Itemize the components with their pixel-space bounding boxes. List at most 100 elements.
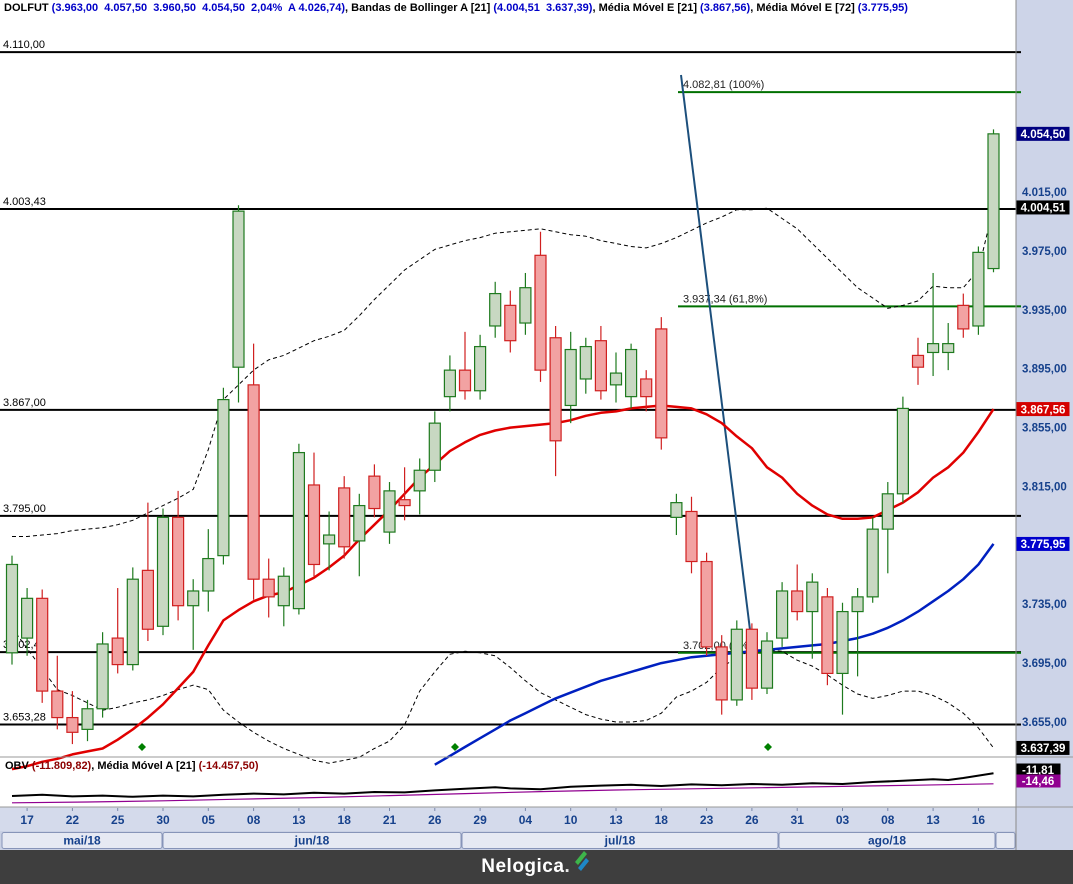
candle[interactable] xyxy=(534,231,547,382)
candle[interactable] xyxy=(594,325,608,400)
candle[interactable] xyxy=(745,623,759,700)
candle[interactable] xyxy=(942,323,955,371)
obv-line[interactable] xyxy=(11,772,994,798)
main-chart-canvas[interactable]: 4.110,004.003,433.867,003.795,003.702,44… xyxy=(0,0,1073,850)
candle[interactable] xyxy=(21,588,34,656)
candle[interactable] xyxy=(760,632,774,695)
price-axis-tick-label: 3.735,00 xyxy=(1022,599,1067,611)
price-axis-column[interactable] xyxy=(1016,0,1073,850)
candle[interactable] xyxy=(911,337,925,385)
candle[interactable] xyxy=(579,337,592,394)
candle[interactable] xyxy=(806,573,819,659)
ema72-line[interactable] xyxy=(434,543,995,766)
candle[interactable] xyxy=(247,343,260,600)
candle[interactable] xyxy=(881,482,894,574)
candle[interactable] xyxy=(670,493,683,536)
candle[interactable] xyxy=(791,564,804,621)
candle[interactable] xyxy=(217,387,230,565)
candle[interactable] xyxy=(66,691,79,745)
candle[interactable] xyxy=(775,582,789,647)
candle-body xyxy=(307,484,321,566)
month-bar-button[interactable] xyxy=(778,832,996,849)
obv-ma-value: (-14.457,50) xyxy=(195,760,259,772)
candle-body xyxy=(670,502,683,518)
candle[interactable] xyxy=(353,493,366,577)
candle-body xyxy=(232,210,245,368)
candle[interactable] xyxy=(141,502,154,642)
candle[interactable] xyxy=(685,496,698,574)
candle[interactable] xyxy=(156,508,170,636)
candle[interactable] xyxy=(926,272,940,377)
candle[interactable] xyxy=(323,511,336,571)
candle[interactable] xyxy=(368,464,381,518)
candle[interactable] xyxy=(564,331,577,424)
candle[interactable] xyxy=(338,476,351,559)
candle-body xyxy=(987,133,1000,270)
candle[interactable] xyxy=(126,567,139,671)
candle[interactable] xyxy=(519,272,532,335)
candle[interactable] xyxy=(851,588,864,677)
candle[interactable] xyxy=(474,334,487,400)
month-bar-button[interactable] xyxy=(1,832,163,849)
candle[interactable] xyxy=(202,529,215,612)
candle[interactable] xyxy=(489,281,502,338)
candle[interactable] xyxy=(81,699,94,742)
candle[interactable] xyxy=(277,567,290,627)
candle[interactable] xyxy=(383,482,396,544)
candle[interactable] xyxy=(715,635,728,715)
candle[interactable] xyxy=(458,331,472,400)
candle[interactable] xyxy=(836,602,849,715)
candle[interactable] xyxy=(640,370,653,412)
month-bar-button[interactable] xyxy=(995,832,1016,849)
month-bar-label: ago/18 xyxy=(868,834,906,848)
candle-body xyxy=(96,643,109,710)
candle[interactable] xyxy=(262,558,275,618)
obv-ma-line[interactable] xyxy=(11,783,994,804)
candle[interactable] xyxy=(866,517,879,603)
candle[interactable] xyxy=(51,655,64,730)
candle[interactable] xyxy=(96,632,109,718)
candle[interactable] xyxy=(504,290,517,353)
candle[interactable] xyxy=(987,129,1000,273)
month-bar-button[interactable] xyxy=(461,832,779,849)
day-tick-label: 26 xyxy=(428,813,442,827)
candle[interactable] xyxy=(187,579,200,650)
candle-body xyxy=(81,708,94,730)
candle[interactable] xyxy=(232,205,245,403)
candle[interactable] xyxy=(730,620,743,706)
fibonacci-trendline[interactable] xyxy=(680,74,755,663)
candle[interactable] xyxy=(172,490,185,621)
month-bar-button[interactable] xyxy=(162,832,462,849)
candle[interactable] xyxy=(111,588,124,674)
candle[interactable] xyxy=(398,467,411,521)
bollinger-upper-band[interactable] xyxy=(12,207,994,537)
candle[interactable] xyxy=(549,325,562,477)
price-axis-tick-label: 3.935,00 xyxy=(1022,305,1067,317)
candle[interactable] xyxy=(655,317,668,450)
month-bar-label: jul/18 xyxy=(604,834,636,848)
candle[interactable] xyxy=(307,452,321,577)
candle[interactable] xyxy=(443,355,456,412)
candle[interactable] xyxy=(428,411,441,483)
candle[interactable] xyxy=(5,555,19,665)
candle[interactable] xyxy=(700,552,713,656)
candle[interactable] xyxy=(957,293,970,338)
candle[interactable] xyxy=(896,396,910,503)
candle-body xyxy=(247,384,260,580)
candle[interactable] xyxy=(292,443,305,615)
nelogica-dot: . xyxy=(564,856,570,877)
candle-body xyxy=(277,575,290,607)
ema21-line[interactable] xyxy=(11,404,995,771)
candle[interactable] xyxy=(413,458,426,515)
bollinger-lower-band[interactable] xyxy=(11,627,994,764)
day-tick-label: 13 xyxy=(609,813,623,827)
candle[interactable] xyxy=(624,343,638,409)
candle[interactable] xyxy=(609,352,623,403)
candle-body xyxy=(821,596,834,675)
time-axis-strip[interactable] xyxy=(0,807,1016,831)
line-study-label: 3.653,28 xyxy=(3,712,46,724)
candle[interactable] xyxy=(821,588,834,686)
price-marker-badge xyxy=(1016,402,1070,417)
candle[interactable] xyxy=(972,246,985,335)
candle[interactable] xyxy=(36,589,49,703)
